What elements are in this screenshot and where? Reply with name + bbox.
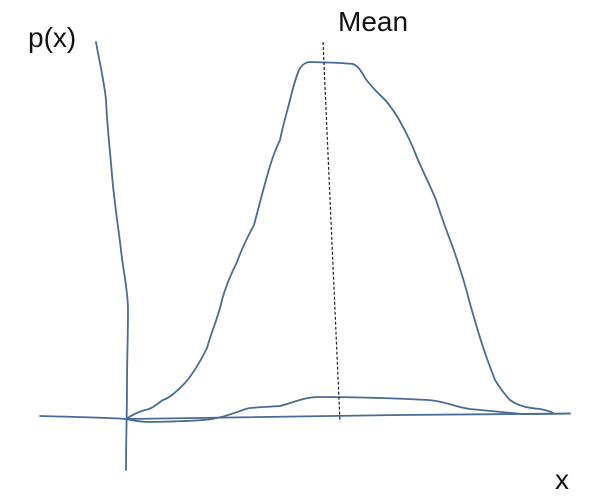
wide-distribution-curve bbox=[125, 396, 571, 423]
narrow-distribution-curve bbox=[125, 61, 554, 420]
mean-line bbox=[322, 41, 341, 423]
x-axis-line bbox=[39, 412, 571, 420]
y-axis-line bbox=[95, 41, 129, 471]
mean-label: Mean bbox=[338, 6, 409, 37]
y-axis-label: p(x) bbox=[28, 22, 77, 53]
x-axis-label: x bbox=[555, 464, 569, 495]
